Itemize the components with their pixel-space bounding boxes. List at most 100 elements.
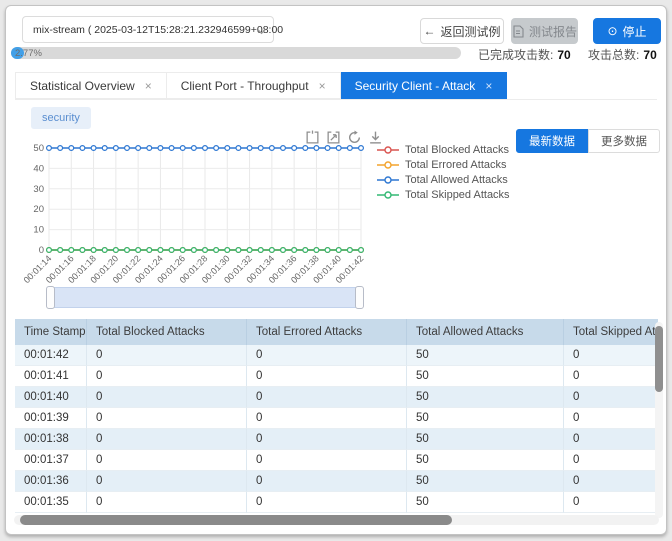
- table-cell: 0: [87, 471, 247, 492]
- svg-text:0: 0: [39, 245, 44, 256]
- table-cell: 0: [87, 450, 247, 471]
- table-cell: 0: [247, 429, 407, 450]
- restore-icon[interactable]: [347, 130, 362, 145]
- view-tabs: Statistical Overview × Client Port - Throu…: [15, 72, 657, 100]
- table-cell: 0: [564, 387, 658, 408]
- table-header-row: Time Stamp Total Blocked Attacks Total Err…: [15, 319, 658, 345]
- table-cell: 00:01:41: [15, 366, 87, 387]
- back-arrow-icon: ←: [423, 24, 436, 38]
- tab-close-icon[interactable]: ×: [144, 78, 152, 93]
- test-case-select-value: mix-stream ( 2025-03-12T15:28:21.2329465…: [33, 23, 284, 36]
- vertical-scrollbar-thumb[interactable]: [655, 326, 663, 392]
- legend-marker-icon: [377, 190, 399, 199]
- tab-close-icon[interactable]: ×: [485, 78, 493, 93]
- document-icon: [513, 24, 524, 38]
- table-cell: 00:01:37: [15, 450, 87, 471]
- table-cell: 00:01:42: [15, 345, 87, 366]
- table-row: 00:01:36 0 0 50 0: [15, 471, 658, 492]
- chart-toolbox: [305, 130, 383, 145]
- chart-legend: Total Blocked Attacks Total Errored Attac…: [377, 142, 510, 202]
- svg-text:10: 10: [33, 225, 44, 236]
- legend-label: Total Skipped Attacks: [405, 188, 510, 201]
- test-case-select[interactable]: mix-stream ( 2025-03-12T15:28:21.2329465…: [22, 16, 283, 43]
- svg-text:50: 50: [33, 143, 44, 154]
- back-to-testcase-button[interactable]: ← 返回测试例: [420, 18, 504, 44]
- table-row: 00:01:39 0 0 50 0: [15, 408, 658, 429]
- table-cell: 00:01:38: [15, 429, 87, 450]
- datazoom-right-handle[interactable]: [355, 286, 364, 309]
- legend-label: Total Allowed Attacks: [405, 173, 508, 186]
- svg-text:40: 40: [33, 163, 44, 174]
- table-cell: 0: [564, 429, 658, 450]
- legend-label: Total Blocked Attacks: [405, 143, 509, 156]
- stop-button[interactable]: ⊙ 停止: [593, 18, 661, 44]
- column-header: Total Skipped Attacks: [564, 319, 658, 345]
- attack-data-table: Time Stamp Total Blocked Attacks Total Err…: [15, 319, 658, 513]
- table-cell: 50: [407, 450, 564, 471]
- security-filter-chip[interactable]: security: [31, 107, 91, 129]
- table-cell: 50: [407, 387, 564, 408]
- table-cell: 0: [247, 471, 407, 492]
- datazoom-slider[interactable]: [46, 286, 364, 309]
- table-cell: 0: [247, 408, 407, 429]
- table-cell: 0: [247, 450, 407, 471]
- svg-text:20: 20: [33, 204, 44, 215]
- table-cell: 0: [564, 408, 658, 429]
- table-cell: 0: [87, 408, 247, 429]
- zoom-reset-icon[interactable]: [326, 130, 341, 145]
- datazoom-left-handle[interactable]: [46, 286, 55, 309]
- tab-label: Statistical Overview: [30, 78, 135, 93]
- legend-marker-icon: [377, 160, 399, 169]
- legend-marker-icon: [377, 175, 399, 184]
- horizontal-scrollbar-thumb[interactable]: [20, 515, 452, 525]
- total-attacks-label: 攻击总数:: [588, 48, 640, 62]
- zoom-box-icon[interactable]: [305, 130, 320, 145]
- legend-marker-icon: [377, 145, 399, 154]
- table-row: 00:01:35 0 0 50 0: [15, 492, 658, 513]
- table-cell: 0: [87, 345, 247, 366]
- table-cell: 00:01:35: [15, 492, 87, 513]
- table-cell: 0: [564, 345, 658, 366]
- table-row: 00:01:42 0 0 50 0: [15, 345, 658, 366]
- table-row: 00:01:38 0 0 50 0: [15, 429, 658, 450]
- table-cell: 0: [564, 450, 658, 471]
- table-cell: 0: [87, 492, 247, 513]
- stop-icon: ⊙: [607, 24, 618, 38]
- attack-chart-section: Total Blocked Attacks Total Errored Attac…: [21, 126, 666, 316]
- data-range-buttons: 最新数据 更多数据: [516, 129, 660, 153]
- table-cell: 0: [247, 345, 407, 366]
- column-header: Time Stamp: [15, 319, 87, 345]
- total-attacks-value: 70: [643, 48, 657, 62]
- progress-percent-label: 2.77%: [15, 48, 42, 59]
- tab-statistical-overview[interactable]: Statistical Overview ×: [15, 72, 167, 99]
- table-cell: 0: [87, 429, 247, 450]
- tab-security-client-attack[interactable]: Security Client - Attack ×: [340, 72, 508, 99]
- table-cell: 0: [564, 492, 658, 513]
- table-cell: 50: [407, 366, 564, 387]
- table-cell: 0: [247, 366, 407, 387]
- legend-item-total-allowed-attacks[interactable]: Total Allowed Attacks: [377, 172, 510, 187]
- svg-text:30: 30: [33, 184, 44, 195]
- table-vertical-scrollbar: [655, 322, 663, 518]
- legend-item-total-skipped-attacks[interactable]: Total Skipped Attacks: [377, 187, 510, 202]
- table-cell: 00:01:39: [15, 408, 87, 429]
- column-header: Total Blocked Attacks: [87, 319, 247, 345]
- test-report-button[interactable]: 测试报告: [511, 18, 578, 44]
- tab-close-icon[interactable]: ×: [318, 78, 326, 93]
- legend-item-total-blocked-attacks[interactable]: Total Blocked Attacks: [377, 142, 510, 157]
- table-cell: 50: [407, 345, 564, 366]
- legend-label: Total Errored Attacks: [405, 158, 507, 171]
- more-data-button[interactable]: 更多数据: [588, 129, 660, 153]
- legend-item-total-errored-attacks[interactable]: Total Errored Attacks: [377, 157, 510, 172]
- table-row: 00:01:40 0 0 50 0: [15, 387, 658, 408]
- table-cell: 50: [407, 429, 564, 450]
- main-window: mix-stream ( 2025-03-12T15:28:21.2329465…: [5, 5, 667, 535]
- save-image-icon[interactable]: [368, 130, 383, 145]
- tab-client-port-throughput[interactable]: Client Port - Throughput ×: [166, 72, 341, 99]
- table-cell: 0: [87, 387, 247, 408]
- attack-progress-bar: 2.77%: [11, 47, 461, 59]
- latest-data-button[interactable]: 最新数据: [516, 129, 588, 153]
- attack-line-chart: 00:01:1400:01:1600:01:1800:01:2000:01:22…: [22, 143, 366, 285]
- tab-label: Client Port - Throughput: [180, 78, 309, 93]
- table-row: 00:01:41 0 0 50 0: [15, 366, 658, 387]
